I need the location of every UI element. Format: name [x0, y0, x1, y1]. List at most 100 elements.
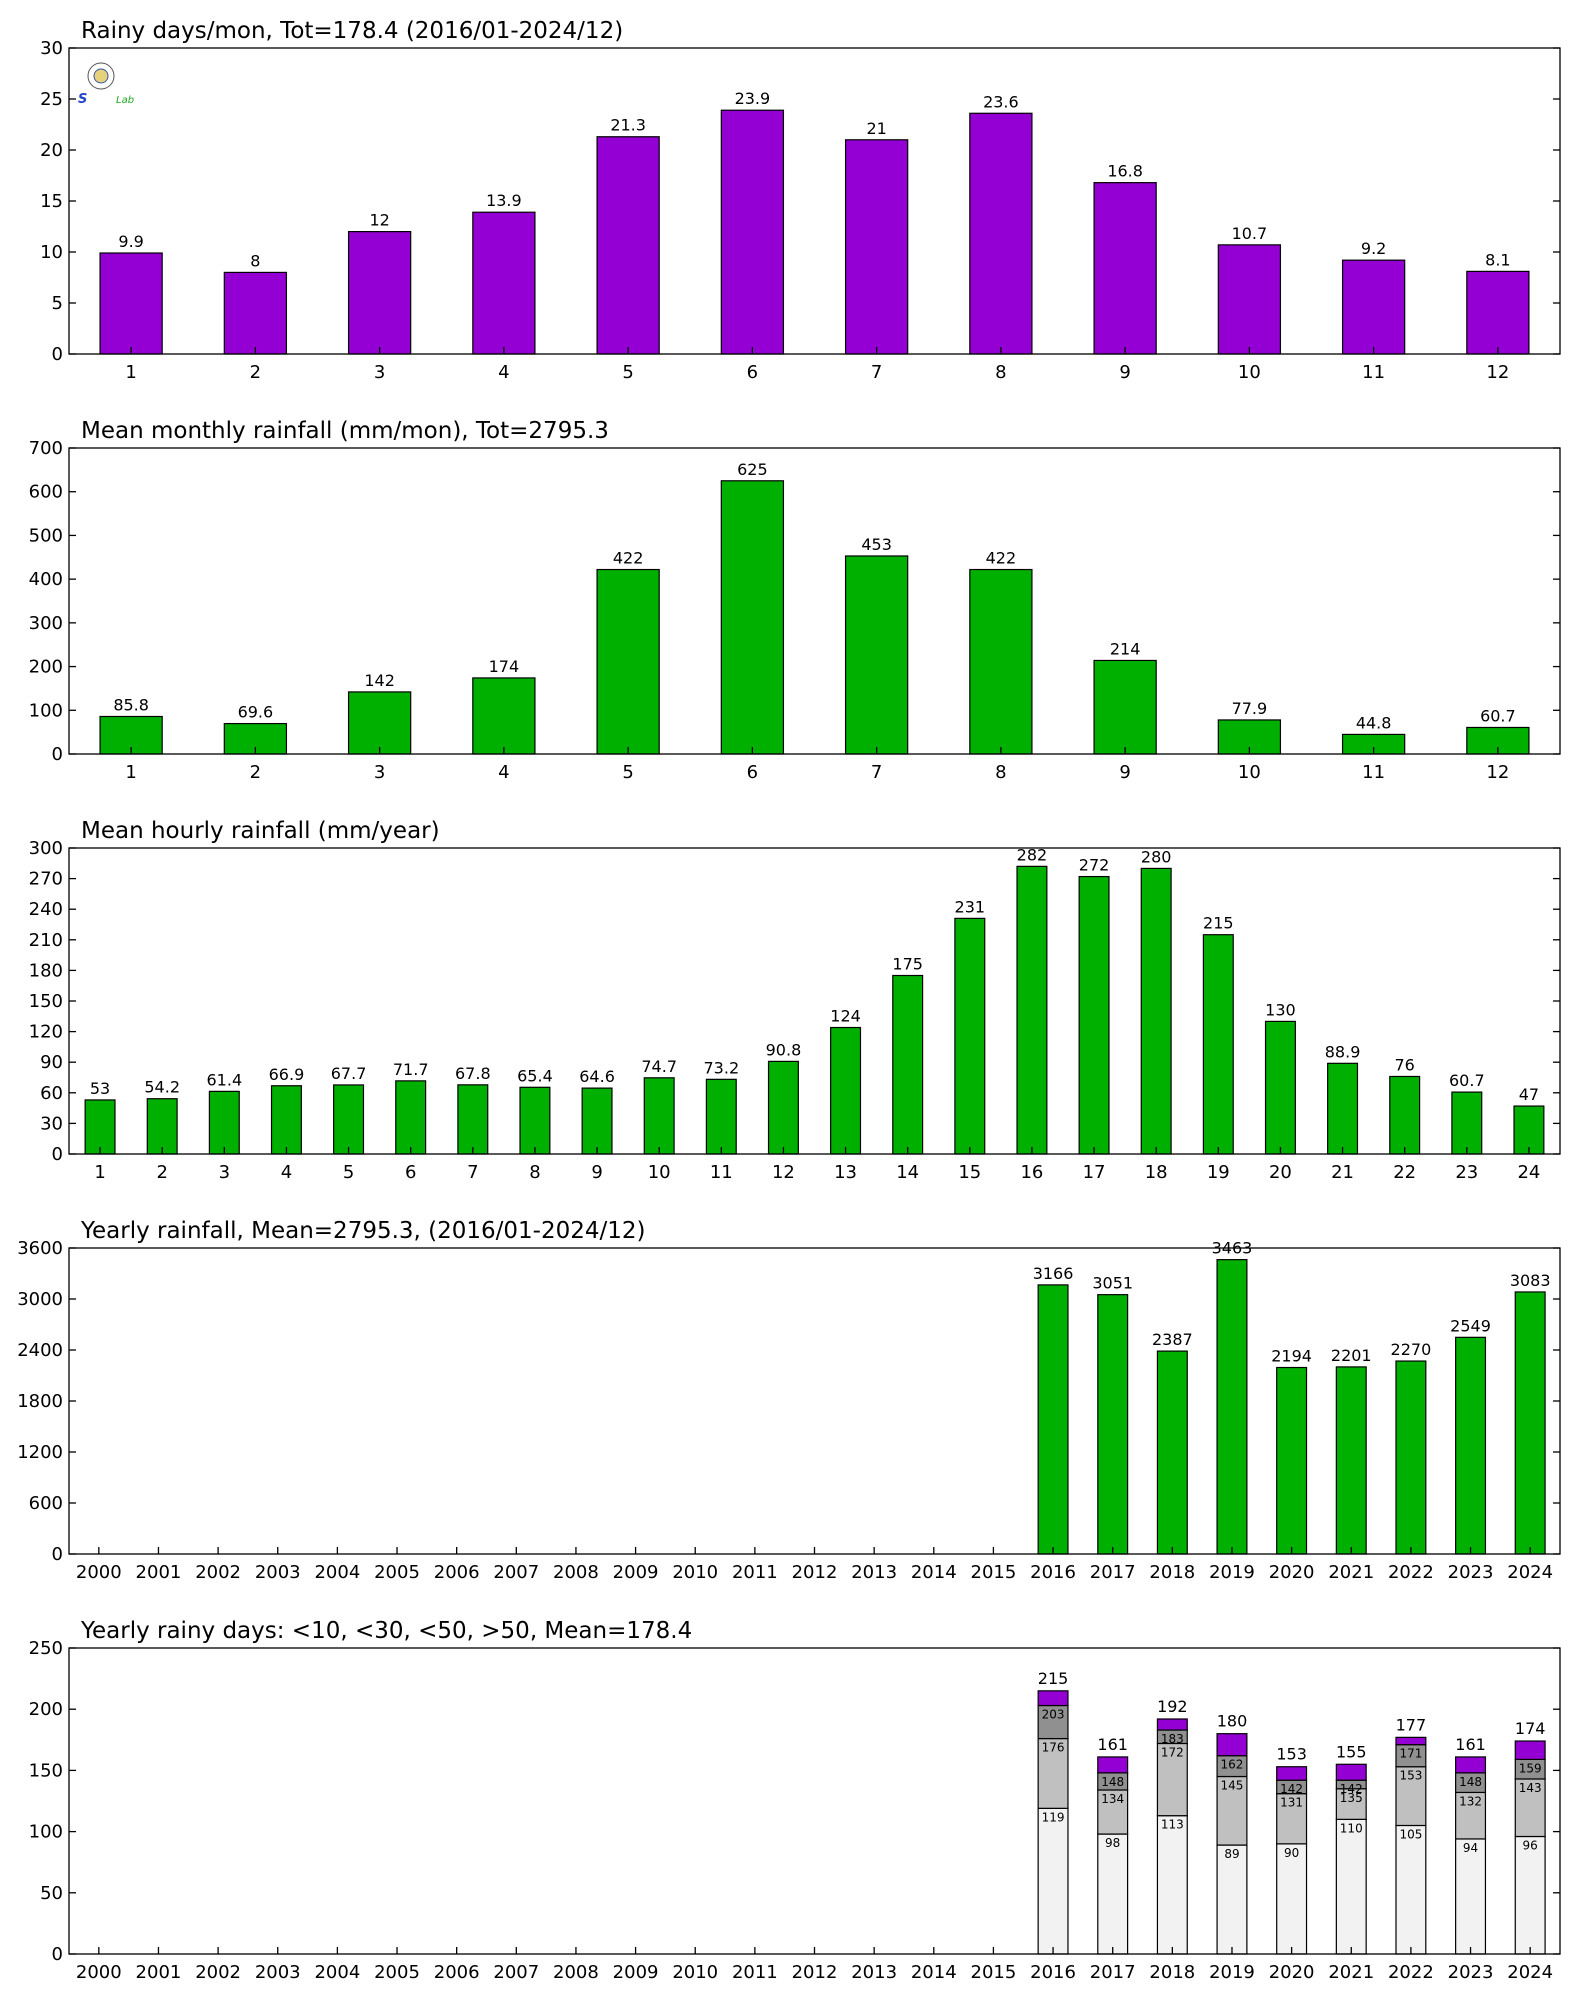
x-tick-label-2012: 2012 — [792, 1562, 838, 1583]
stack-segment-2024-4 — [1514, 1740, 1546, 1760]
plot-frame — [68, 47, 1561, 355]
data-label-10: 74.7 — [641, 1057, 677, 1076]
bar-21 — [1327, 1062, 1359, 1155]
data-label-2018: 2387 — [1152, 1330, 1193, 1349]
x-tick-label-2016: 2016 — [1030, 1962, 1076, 1983]
chart-panel-1: 9.981213.921.323.92123.616.810.79.28.105… — [40, 18, 1561, 383]
y-tick-label-700: 700 — [29, 438, 63, 459]
data-label-2016: 3166 — [1033, 1264, 1074, 1283]
x-tick-label-2013: 2013 — [851, 1962, 897, 1983]
data-label-3: 142 — [364, 671, 395, 690]
x-tick-label-2020: 2020 — [1269, 1962, 1315, 1983]
x-tick-label-22: 22 — [1393, 1162, 1416, 1183]
stack-total-label-2024: 174 — [1515, 1719, 1546, 1738]
data-label-23: 60.7 — [1449, 1071, 1485, 1090]
x-tick-label-6: 6 — [747, 762, 758, 783]
stack-segment-2021-2 — [1335, 1788, 1367, 1820]
bar-3 — [208, 1090, 240, 1155]
logo-emblem-inner-icon — [93, 68, 109, 84]
stack-segment-2023-1 — [1455, 1838, 1487, 1955]
stack-label-2017-3: 148 — [1101, 1775, 1124, 1789]
x-tick-label-2022: 2022 — [1388, 1962, 1434, 1983]
stack-label-2022-3: 171 — [1399, 1747, 1422, 1761]
x-tick-label-24: 24 — [1517, 1162, 1540, 1183]
x-tick-label-9: 9 — [1119, 762, 1130, 783]
x-tick-label-2002: 2002 — [195, 1962, 241, 1983]
stack-label-2018-2: 172 — [1161, 1745, 1184, 1759]
x-tick-label-2006: 2006 — [434, 1962, 480, 1983]
x-tick-label-13: 13 — [834, 1162, 857, 1183]
y-tick-label-240: 240 — [29, 899, 63, 920]
data-label-2022: 2270 — [1391, 1340, 1432, 1359]
x-tick-label-8: 8 — [529, 1162, 540, 1183]
y-tick-label-600: 600 — [29, 482, 63, 503]
y-tick-label-300: 300 — [29, 838, 63, 859]
stack-segment-2020-2 — [1276, 1793, 1308, 1845]
x-tick-label-9: 9 — [591, 1162, 602, 1183]
x-tick-label-4: 4 — [281, 1162, 292, 1183]
x-tick-label-2013: 2013 — [851, 1562, 897, 1583]
data-label-10: 77.9 — [1232, 699, 1268, 718]
logo-text-primary: S — [78, 92, 87, 107]
data-label-16: 282 — [1017, 845, 1048, 864]
stack-label-2022-2: 153 — [1399, 1769, 1422, 1783]
x-tick-label-19: 19 — [1207, 1162, 1230, 1183]
y-tick-label-270: 270 — [29, 869, 63, 890]
x-tick-label-2024: 2024 — [1507, 1962, 1553, 1983]
bar-1 — [84, 1099, 116, 1155]
data-label-4: 13.9 — [486, 191, 522, 210]
data-label-10: 10.7 — [1232, 224, 1268, 243]
x-tick-label-2015: 2015 — [971, 1562, 1017, 1583]
data-label-9: 214 — [1110, 639, 1141, 658]
bar-4 — [270, 1085, 302, 1155]
x-tick-label-2014: 2014 — [911, 1962, 957, 1983]
data-label-9: 16.8 — [1107, 162, 1143, 181]
data-label-14: 175 — [892, 955, 923, 974]
y-tick-label-400: 400 — [29, 569, 63, 590]
data-label-3: 61.4 — [207, 1070, 243, 1089]
y-tick-label-100: 100 — [29, 700, 63, 721]
stack-label-2020-1: 90 — [1284, 1846, 1299, 1860]
logo-text-secondary: Lab — [116, 95, 134, 106]
y-tick-label-0: 0 — [52, 344, 63, 365]
bar-5 — [596, 136, 660, 355]
x-tick-label-2008: 2008 — [553, 1962, 599, 1983]
y-tick-label-15: 15 — [40, 191, 63, 212]
bar-11 — [1341, 259, 1406, 355]
x-tick-label-2022: 2022 — [1388, 1562, 1434, 1583]
bar-9 — [581, 1087, 613, 1155]
stack-segment-2021-1 — [1335, 1818, 1367, 1955]
data-label-1: 85.8 — [113, 695, 149, 714]
data-label-3: 12 — [369, 211, 389, 230]
data-label-6: 625 — [737, 460, 768, 479]
stack-label-2017-2: 134 — [1101, 1792, 1124, 1806]
x-tick-label-1: 1 — [125, 762, 136, 783]
x-tick-label-2007: 2007 — [493, 1562, 539, 1583]
stack-label-2016-3: 203 — [1042, 1708, 1065, 1722]
y-tick-label-200: 200 — [29, 1699, 63, 1720]
stack-label-2021-3: 142 — [1340, 1782, 1363, 1796]
x-tick-label-2019: 2019 — [1209, 1962, 1255, 1983]
data-label-5: 422 — [613, 549, 644, 568]
bar-8 — [969, 568, 1033, 755]
x-tick-label-2008: 2008 — [553, 1562, 599, 1583]
x-tick-label-2: 2 — [250, 762, 261, 783]
data-label-1: 9.9 — [118, 232, 143, 251]
x-tick-label-11: 11 — [1362, 362, 1385, 383]
stack-total-label-2022: 177 — [1396, 1715, 1427, 1734]
bar-11 — [705, 1078, 737, 1155]
y-tick-label-2400: 2400 — [17, 1340, 63, 1361]
data-label-6: 23.9 — [735, 89, 771, 108]
bar-3 — [347, 691, 412, 755]
x-tick-label-10: 10 — [648, 1162, 671, 1183]
bar-8 — [519, 1086, 551, 1155]
x-tick-label-2019: 2019 — [1209, 1562, 1255, 1583]
x-tick-label-21: 21 — [1331, 1162, 1354, 1183]
stack-segment-2022-4 — [1395, 1736, 1427, 1746]
bar-14 — [892, 974, 924, 1155]
y-tick-label-30: 30 — [40, 1113, 63, 1134]
data-label-8: 23.6 — [983, 92, 1019, 111]
stack-segment-2018-2 — [1156, 1742, 1188, 1817]
y-tick-label-10: 10 — [40, 242, 63, 263]
